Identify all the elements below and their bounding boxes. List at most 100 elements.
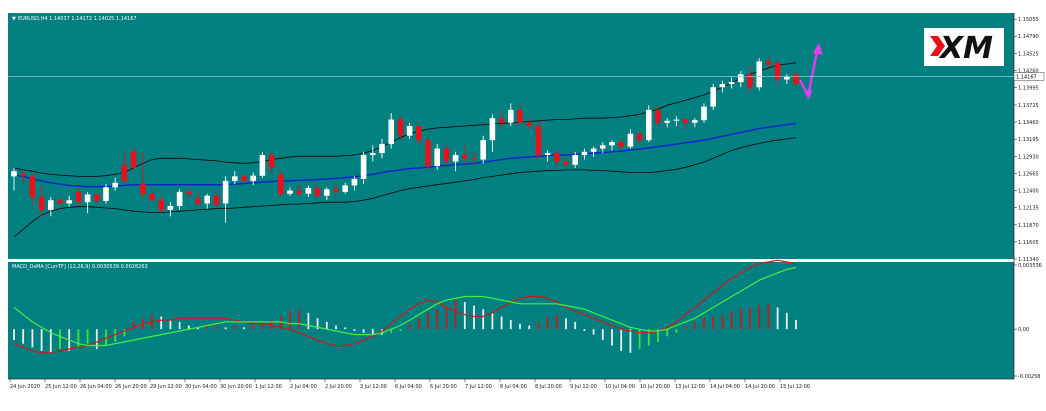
candle[interactable] [250,172,256,186]
candle[interactable] [287,187,293,196]
candle[interactable] [204,193,210,209]
candle[interactable] [471,151,477,165]
price-pane[interactable] [8,13,1014,259]
candle[interactable] [397,115,404,141]
candle[interactable] [443,145,450,165]
candle[interactable] [130,146,137,172]
candle[interactable] [563,156,569,168]
candle[interactable] [535,120,542,160]
candle[interactable] [434,144,440,170]
candle[interactable] [278,169,284,198]
candle[interactable] [682,118,689,130]
candle[interactable] [149,190,155,203]
candle[interactable] [747,66,753,93]
candle[interactable] [765,56,772,68]
candle[interactable] [268,151,275,173]
candle[interactable] [241,174,247,185]
candle[interactable] [425,137,431,172]
candle[interactable] [572,151,578,168]
candle[interactable] [544,150,551,162]
candle[interactable] [213,190,220,207]
candle[interactable] [195,191,201,207]
candle[interactable] [590,146,597,157]
candle[interactable] [259,151,266,178]
candle[interactable] [379,138,385,159]
candle-body [29,176,36,198]
candle[interactable] [167,202,174,217]
candle[interactable] [94,193,100,204]
candle[interactable] [609,140,615,151]
time-tick-label: 14 Jul 04:00 [710,384,740,390]
candle[interactable] [305,185,312,198]
candle[interactable] [636,132,643,145]
candle[interactable] [140,151,146,201]
candle[interactable] [66,195,72,207]
candle[interactable] [452,151,459,172]
candle[interactable] [296,185,302,196]
candle[interactable] [655,105,661,126]
candle[interactable] [793,71,799,86]
candle[interactable] [11,167,17,191]
candle[interactable] [324,187,330,201]
candle-body [278,174,284,194]
candle[interactable] [701,103,707,123]
candle[interactable] [719,80,726,93]
candle[interactable] [75,187,82,205]
candle[interactable] [112,177,118,191]
candle[interactable] [498,111,505,130]
candle[interactable] [728,77,735,89]
candle[interactable] [738,71,744,88]
candle-body [57,200,63,204]
candle[interactable] [784,74,790,85]
candle[interactable] [756,58,762,91]
candle-body [747,74,753,88]
time-tick-label: 30 Jun 04:00 [185,384,217,390]
candle[interactable] [710,84,716,110]
candle[interactable] [480,135,486,164]
candle[interactable] [360,151,367,185]
candle[interactable] [462,145,468,164]
candle[interactable] [508,103,514,126]
candle[interactable] [84,191,91,214]
candle[interactable] [314,185,321,199]
candle[interactable] [600,142,606,154]
candle[interactable] [489,114,496,152]
candle-body [259,155,266,176]
candle[interactable] [370,145,376,162]
candle[interactable] [351,176,358,191]
candle[interactable] [526,118,532,130]
candle[interactable] [618,138,624,151]
candle[interactable] [176,189,183,210]
candle[interactable] [186,187,192,199]
candle[interactable] [103,184,109,204]
candle[interactable] [48,197,54,217]
candle[interactable] [692,118,698,128]
candle[interactable] [388,113,394,149]
candle[interactable] [232,171,238,185]
candle[interactable] [673,116,680,126]
candle[interactable] [416,122,422,145]
candle[interactable] [406,122,413,139]
candlesticks[interactable] [11,56,799,223]
candle[interactable] [554,150,560,167]
candle[interactable] [581,148,588,160]
candle[interactable] [29,173,36,205]
candle[interactable] [342,182,348,194]
candle[interactable] [121,151,128,185]
candle[interactable] [57,197,63,208]
candle[interactable] [517,105,523,126]
candle-body [268,155,275,168]
candle[interactable] [646,105,652,143]
candle[interactable] [222,176,229,223]
price-tick-label: 1.11605 [1018,240,1039,246]
candle[interactable] [38,185,45,217]
candle[interactable] [333,184,339,196]
chart-dropdown-icon[interactable]: ▼ [12,16,16,22]
candle[interactable] [664,118,670,128]
candle[interactable] [158,195,164,214]
candle[interactable] [627,129,634,149]
candle[interactable] [774,60,781,85]
candle[interactable] [20,172,26,185]
